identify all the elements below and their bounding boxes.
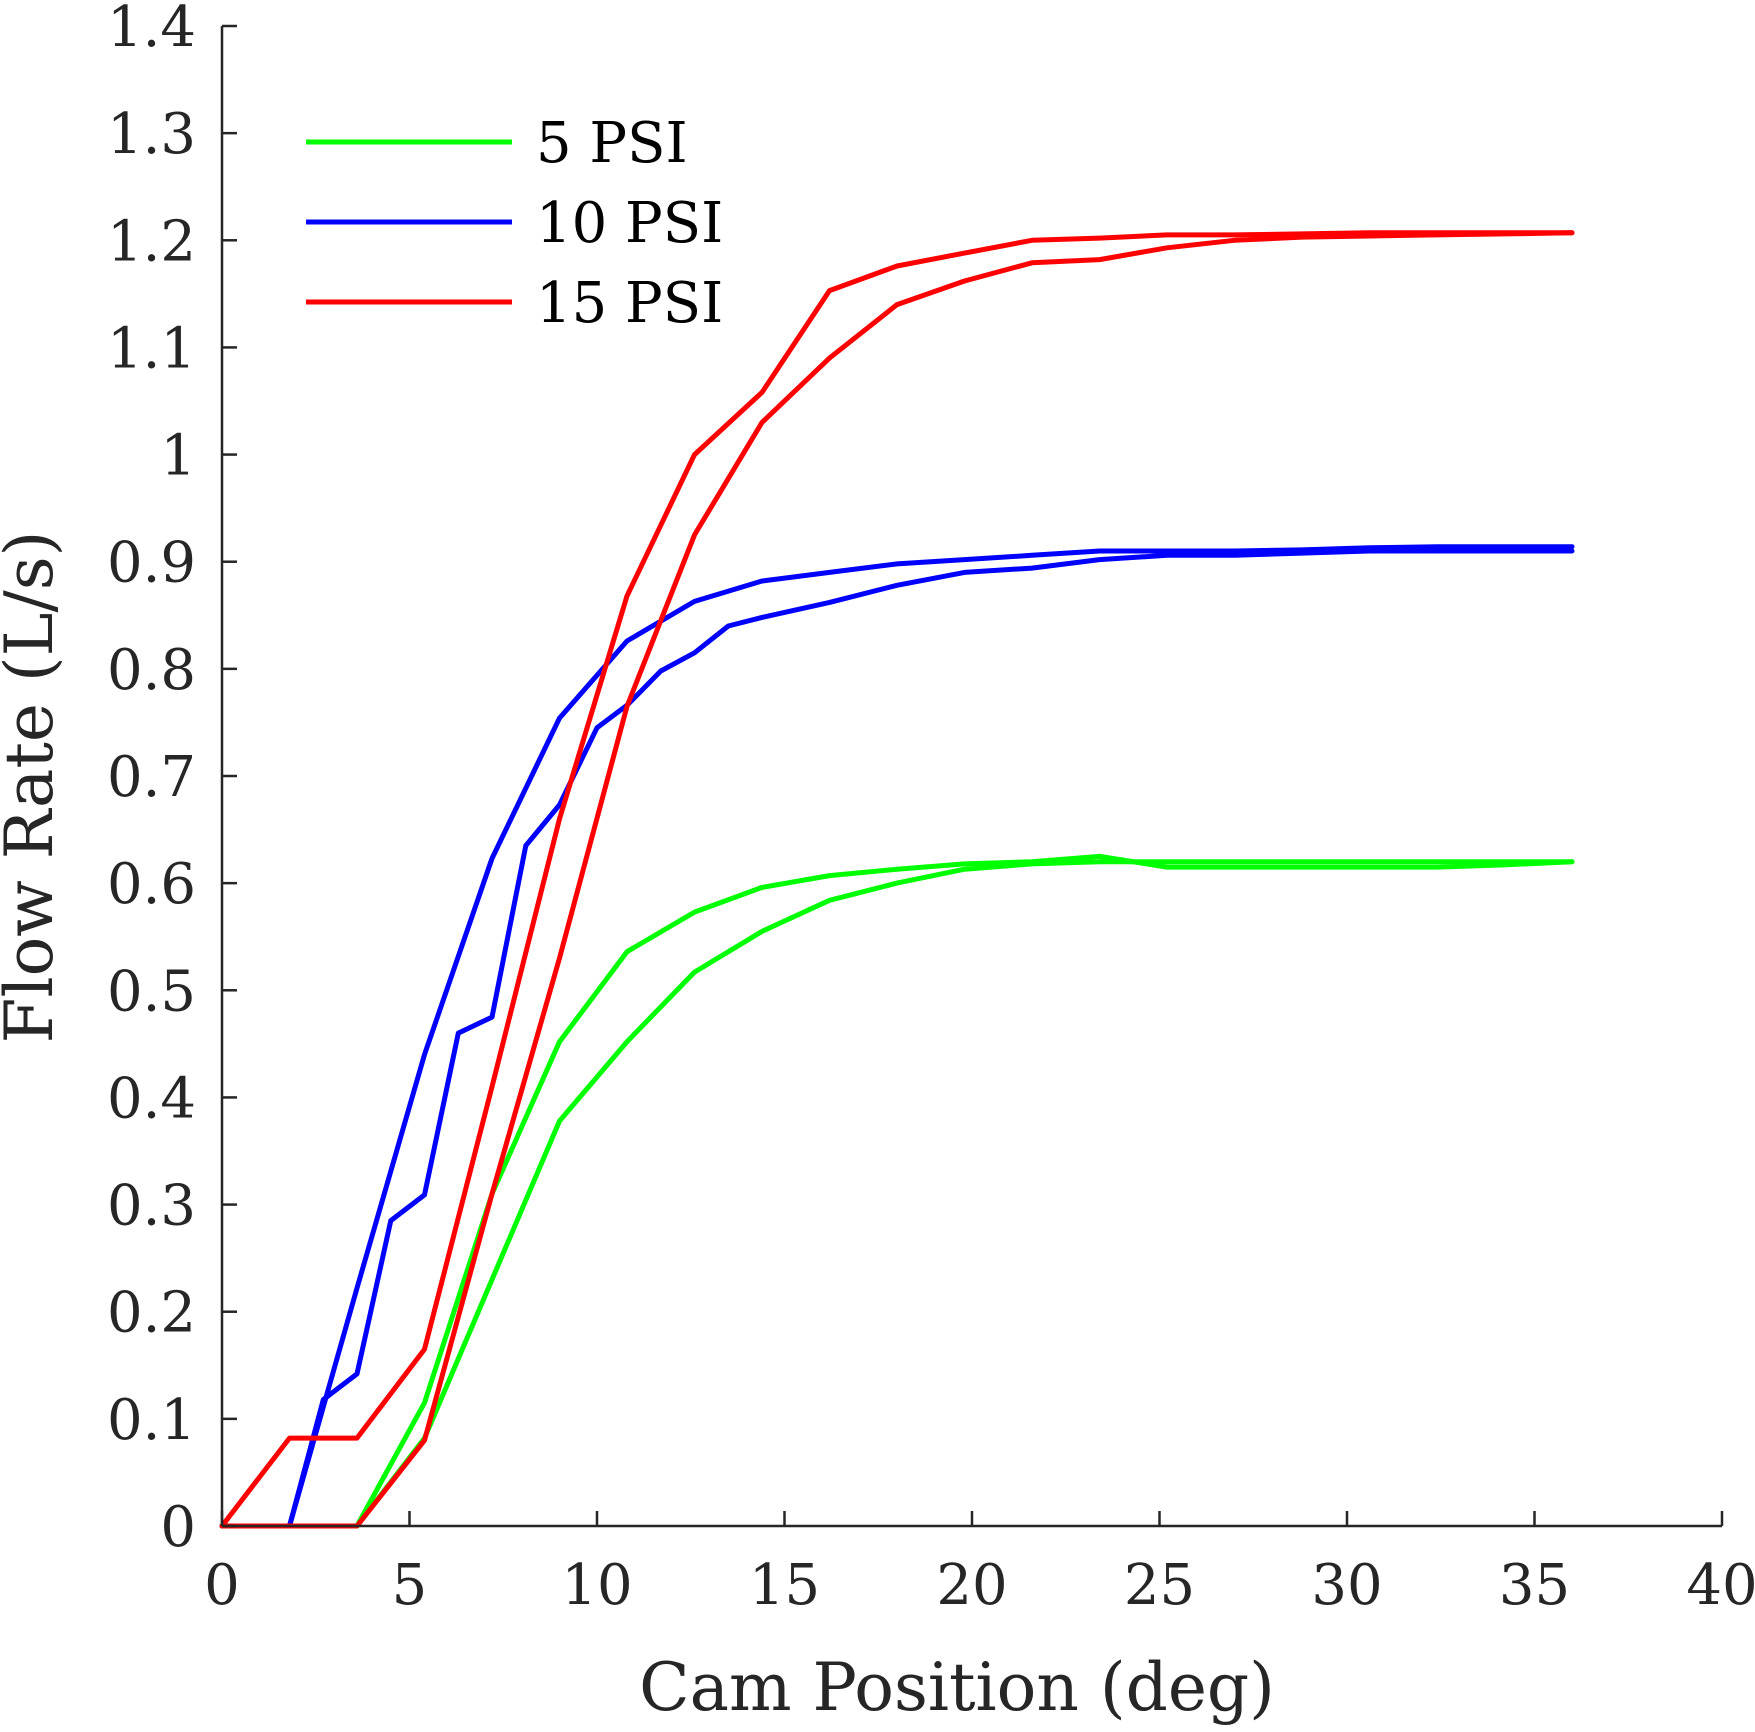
series-line-15-psi-falling <box>219 230 1575 1529</box>
y-tick-label: 1.3 <box>107 102 196 167</box>
y-tick-label: 0 <box>160 1495 196 1560</box>
x-axis-title: Cam Position (deg) <box>639 1649 1275 1726</box>
legend: 5 PSI 10 PSI 15 PSI <box>306 111 723 336</box>
y-tick-label: 1.2 <box>107 209 196 274</box>
x-tick-label: 20 <box>936 1553 1007 1618</box>
y-tick-label: 0.8 <box>107 638 196 703</box>
legend-label-15-psi: 15 PSI <box>536 271 723 336</box>
x-tick-label: 25 <box>1124 1553 1195 1618</box>
legend-label-10-psi: 10 PSI <box>536 191 723 256</box>
y-tick-label: 0.1 <box>107 1388 196 1453</box>
legend-label-5-psi: 5 PSI <box>536 111 688 176</box>
y-ticks: 0 0.1 0.2 0.3 0.4 0.5 0.6 0.7 0.8 0.9 1 1.1 1.2 1.3 1.… <box>107 0 237 1560</box>
series-line-5-psi-falling <box>219 859 1575 1529</box>
x-tick-label: 0 <box>204 1553 240 1618</box>
series-line-15-psi-rising <box>219 230 1575 1529</box>
y-tick-label: 0.2 <box>107 1281 196 1346</box>
y-axis-title: Flow Rate (L/s) <box>0 531 68 1044</box>
y-tick-label: 0.5 <box>107 959 196 1024</box>
y-tick-label: 1.1 <box>107 316 196 381</box>
x-ticks: 0 5 10 15 20 25 30 35 40 <box>204 1511 1755 1618</box>
x-tick-label: 30 <box>1311 1553 1382 1618</box>
y-tick-label: 0.6 <box>107 852 196 917</box>
x-tick-label: 5 <box>392 1553 428 1618</box>
y-tick-label: 0.4 <box>107 1066 196 1131</box>
y-tick-label: 0.9 <box>107 531 196 596</box>
y-tick-label: 1.4 <box>107 0 196 60</box>
series-line-10-psi-rising <box>219 548 1575 1529</box>
series-line-5-psi-rising <box>219 853 1575 1529</box>
y-tick-label: 0.7 <box>107 745 196 810</box>
y-tick-label: 0.3 <box>107 1174 196 1239</box>
x-tick-label: 10 <box>561 1553 632 1618</box>
series-line-10-psi-falling <box>219 544 1575 1529</box>
y-tick-label: 1 <box>160 424 196 489</box>
x-tick-label: 35 <box>1499 1553 1570 1618</box>
x-tick-label: 15 <box>749 1553 820 1618</box>
series-layer <box>219 230 1575 1529</box>
x-tick-label: 40 <box>1686 1553 1755 1618</box>
